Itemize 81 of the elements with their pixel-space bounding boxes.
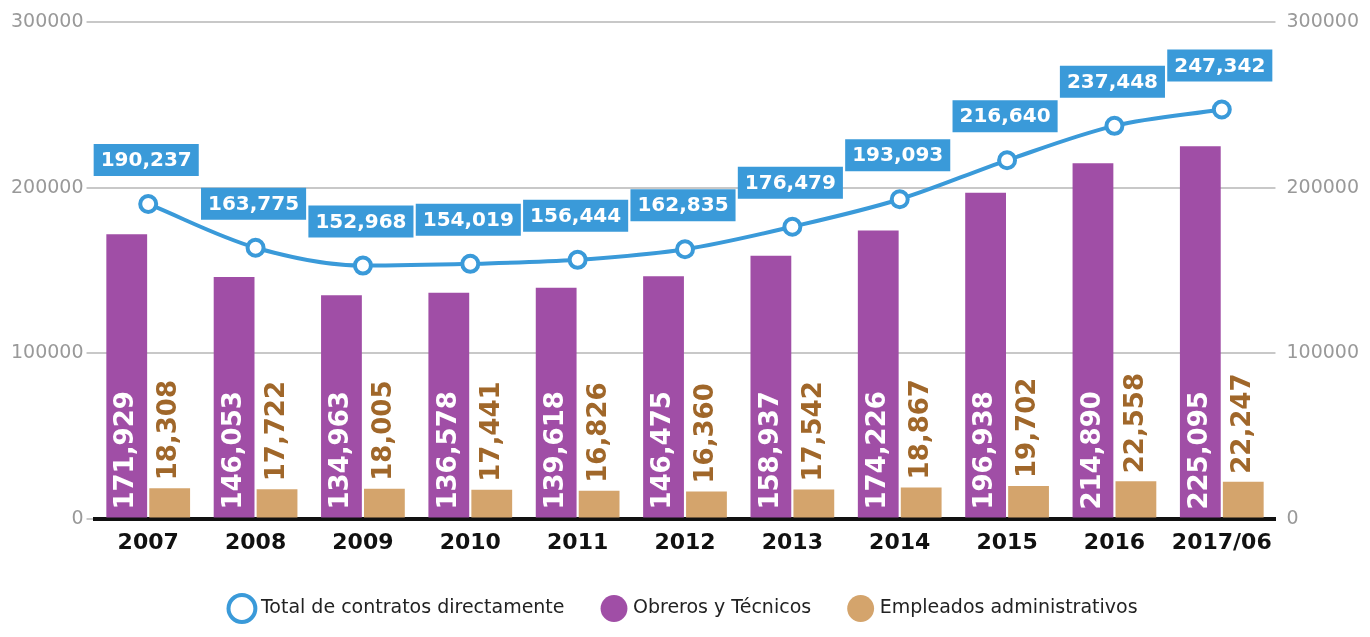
point <box>567 249 588 270</box>
y-tick-label: 200000 <box>11 174 84 197</box>
x-tick-label: 2009 <box>332 528 394 554</box>
data-label: 18,005 <box>367 380 398 481</box>
data-label: 154,019 <box>422 207 514 232</box>
x-tick-label: 2016 <box>1083 528 1146 554</box>
bar <box>106 234 148 518</box>
y2-tick-label: 0 <box>1286 505 1299 528</box>
bar <box>1008 486 1049 518</box>
point <box>1104 115 1125 136</box>
x-tick-label: 2008 <box>224 528 287 554</box>
y-tick-label: 100000 <box>11 340 84 363</box>
data-label: 146,475 <box>646 391 677 510</box>
data-label: 16,826 <box>581 382 612 483</box>
bar <box>471 489 513 518</box>
data-label: 158,937 <box>753 391 784 510</box>
bar <box>1179 146 1221 518</box>
bar <box>1115 481 1157 518</box>
bar <box>793 489 835 518</box>
point <box>1211 99 1232 120</box>
data-label: 163,775 <box>208 190 300 215</box>
bar <box>364 488 405 518</box>
y-tick-label: 300000 <box>11 9 84 32</box>
bar <box>965 192 1006 518</box>
bar <box>857 230 899 518</box>
y2-tick-label: 300000 <box>1286 9 1359 32</box>
x-tick-label: 2013 <box>761 528 823 554</box>
data-label: 17,542 <box>796 381 827 482</box>
data-label: 22,558 <box>1118 372 1149 474</box>
y-tick-label: 0 <box>71 505 84 528</box>
bar <box>686 491 727 518</box>
legend-label: Total de contratos directamente <box>259 595 565 618</box>
bar <box>1222 481 1264 518</box>
x-tick-label: 2012 <box>654 528 716 554</box>
point <box>245 237 266 258</box>
data-label: 225,095 <box>1183 391 1214 510</box>
data-label: 17,441 <box>474 381 505 482</box>
point <box>997 150 1018 171</box>
data-label: 214,890 <box>1075 391 1106 510</box>
data-label: 176,479 <box>744 169 836 194</box>
data-label: 216,640 <box>959 103 1051 128</box>
data-label: 193,093 <box>852 142 944 167</box>
data-label: 136,578 <box>431 391 462 510</box>
data-label: 156,444 <box>530 203 622 228</box>
data-label: 237,448 <box>1066 69 1158 94</box>
legend-label: Empleados administrativos <box>879 595 1138 618</box>
data-label: 22,247 <box>1226 373 1257 474</box>
data-label: 18,867 <box>903 379 934 480</box>
point <box>889 189 910 210</box>
data-label: 16,360 <box>689 383 720 484</box>
point <box>138 193 159 214</box>
point <box>782 216 803 237</box>
bar <box>900 487 942 518</box>
data-label: 152,968 <box>315 208 407 233</box>
data-label: 18,308 <box>152 379 183 481</box>
data-label: 174,226 <box>860 391 891 510</box>
x-tick-label: 2007 <box>117 528 179 554</box>
data-label: 134,963 <box>324 391 355 510</box>
data-label: 146,053 <box>216 391 247 510</box>
bar <box>256 489 298 518</box>
data-label: 139,618 <box>538 391 569 510</box>
x-tick-label: 2010 <box>439 528 501 554</box>
x-tick-label: 2017/06 <box>1171 528 1272 554</box>
bar <box>578 490 620 518</box>
data-label: 162,835 <box>637 192 729 217</box>
point <box>460 253 481 274</box>
x-tick-label: 2011 <box>547 528 609 554</box>
y2-tick-label: 200000 <box>1286 174 1359 197</box>
data-label: 196,938 <box>968 391 999 510</box>
data-label: 247,342 <box>1174 52 1266 77</box>
y2-tick-label: 100000 <box>1286 340 1359 363</box>
point <box>675 239 695 260</box>
data-label: 17,722 <box>259 380 290 482</box>
point <box>352 255 373 276</box>
legend-label: Obreros y Técnicos <box>633 595 812 618</box>
x-tick-label: 2014 <box>869 528 931 554</box>
data-label: 171,929 <box>109 391 140 510</box>
bar <box>149 488 191 518</box>
data-label: 190,237 <box>100 147 192 172</box>
x-tick-label: 2015 <box>976 528 1038 554</box>
data-label: 19,702 <box>1011 377 1042 479</box>
